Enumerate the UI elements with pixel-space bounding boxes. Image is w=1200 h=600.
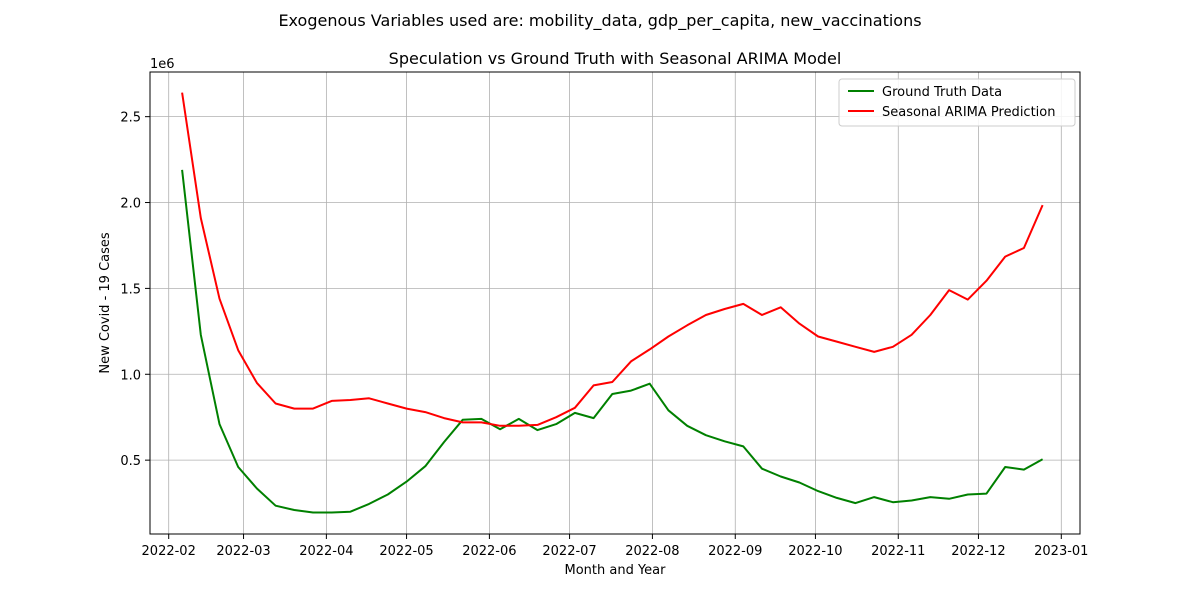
chart-title: Speculation vs Ground Truth with Seasona… [389, 49, 842, 68]
x-tick-label: 2022-11 [871, 544, 925, 559]
legend-label-arima-prediction: Seasonal ARIMA Prediction [882, 105, 1055, 120]
x-tick-label: 2022-06 [462, 544, 516, 559]
x-tick-label: 2022-03 [216, 544, 270, 559]
y-tick-label: 2.0 [120, 197, 141, 212]
grid [150, 72, 1080, 534]
x-tick-label: 2022-04 [299, 544, 353, 559]
y-tick-label: 1.0 [120, 368, 141, 383]
y-axis-ticks: 0.5 1.0 1.5 2.0 2.5 [120, 111, 150, 469]
x-tick-label: 2022-05 [379, 544, 433, 559]
x-tick-label: 2022-02 [142, 544, 196, 559]
series-line-ground-truth-data [181, 169, 1044, 514]
legend-box [838, 78, 1076, 127]
y-offset-label: 1e6 [150, 57, 175, 72]
x-tick-label: 2022-07 [542, 544, 596, 559]
series-lines [181, 92, 1044, 514]
x-axis-label: Month and Year [565, 563, 667, 578]
plot-frame [149, 71, 1081, 535]
y-tick-label: 0.5 [120, 454, 141, 469]
y-tick-label: 2.5 [120, 111, 141, 126]
x-tick-label: 2022-09 [708, 544, 762, 559]
legend: Ground Truth Data Seasonal ARIMA Predict… [838, 78, 1076, 127]
series-line-seasonal-arima-prediction [181, 92, 1044, 427]
y-axis-label: New Covid - 19 Cases [98, 232, 113, 374]
y-tick-label: 1.5 [120, 282, 141, 297]
x-axis-ticks: 2022-02 2022-03 2022-04 2022-05 2022-06 2022-… [142, 534, 1088, 559]
legend-label-ground-truth: Ground Truth Data [882, 85, 1002, 100]
x-tick-label: 2023-01 [1034, 544, 1088, 559]
x-tick-label: 2022-10 [788, 544, 842, 559]
x-tick-label: 2022-12 [951, 544, 1005, 559]
x-tick-label: 2022-08 [625, 544, 679, 559]
figure-suptitle: Exogenous Variables used are: mobility_d… [278, 11, 921, 31]
